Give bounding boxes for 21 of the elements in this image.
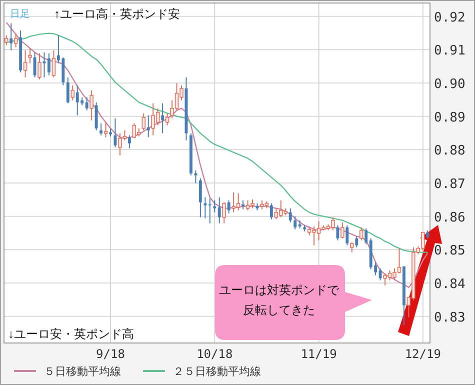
y-tick-label: 0.87 bbox=[434, 177, 466, 192]
annotation: 反転してきた bbox=[243, 303, 315, 317]
y-tick-label: 0.92 bbox=[434, 10, 466, 26]
y-tick-label: 0.90 bbox=[434, 77, 466, 92]
annotation: ↓ユーロ安・英ポンド高 bbox=[8, 327, 134, 341]
annotation: ↑ユーロ高・英ポンド安 bbox=[54, 7, 180, 21]
y-tick-label: 0.89 bbox=[434, 110, 466, 126]
y-tick-label: 0.83 bbox=[434, 310, 466, 326]
x-tick-label: 10/18 bbox=[196, 347, 233, 361]
x-tick-label: 11/19 bbox=[300, 347, 337, 361]
legend-label: ５日移動平均線 bbox=[44, 366, 121, 378]
y-tick-label: 0.84 bbox=[434, 277, 466, 292]
annotation: ユーロは対英ポンドで bbox=[219, 283, 340, 297]
y-tick-label: 0.91 bbox=[434, 44, 466, 59]
annotation: 日足 bbox=[10, 9, 30, 20]
x-tick-label: 9/18 bbox=[96, 347, 125, 361]
x-tick-label: 12/19 bbox=[404, 347, 441, 361]
legend-label: ２５日移動平均線 bbox=[173, 366, 261, 378]
y-tick-label: 0.88 bbox=[434, 144, 466, 159]
y-tick-label: 0.86 bbox=[434, 210, 466, 226]
y-tick-label: 0.85 bbox=[434, 244, 466, 259]
